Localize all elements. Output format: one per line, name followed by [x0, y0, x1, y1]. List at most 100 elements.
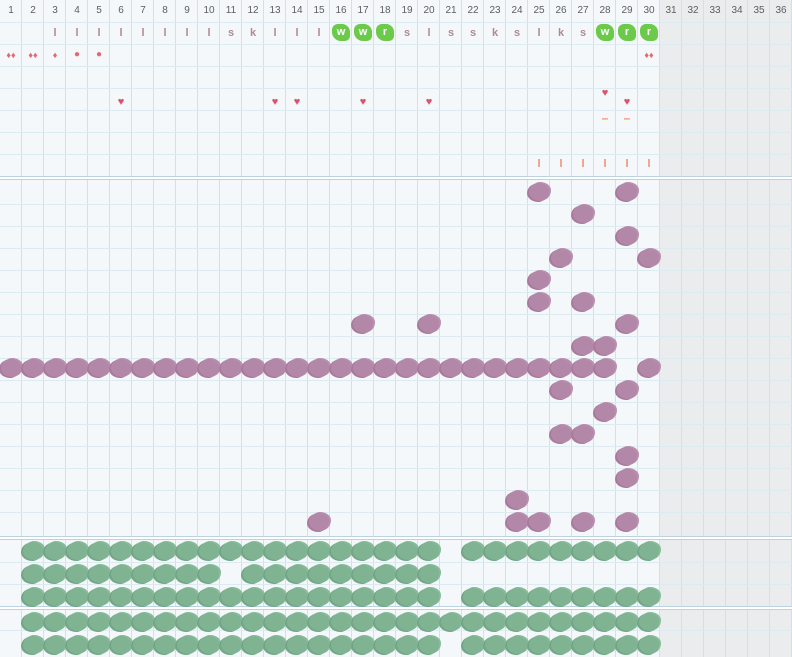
habit-blob[interactable] — [639, 588, 659, 606]
symptom-blob[interactable] — [573, 337, 593, 355]
symptom-blob[interactable] — [265, 359, 285, 377]
day-number[interactable]: 14 — [291, 5, 303, 16]
symptom-blob[interactable] — [111, 359, 131, 377]
habit-blob[interactable] — [199, 565, 219, 583]
habit-blob[interactable] — [595, 588, 615, 606]
symptom-blob[interactable] — [353, 315, 373, 333]
heart-icon[interactable]: ♥ — [293, 96, 301, 108]
habit-blob[interactable] — [67, 565, 87, 583]
habit-blob[interactable] — [177, 565, 197, 583]
symptom-blob[interactable] — [177, 359, 197, 377]
habit-blob[interactable] — [397, 542, 417, 560]
day-number[interactable]: 5 — [96, 5, 102, 16]
day-code[interactable]: s — [469, 27, 477, 39]
day-code[interactable]: s — [579, 27, 587, 39]
heart-icon[interactable]: ♥ — [271, 96, 279, 108]
habit-blob[interactable] — [67, 542, 87, 560]
habit-blob[interactable] — [309, 613, 329, 631]
symptom-blob[interactable] — [419, 359, 439, 377]
symptom-blob[interactable] — [441, 359, 461, 377]
habit-blob[interactable] — [485, 613, 505, 631]
symptom-blob[interactable] — [67, 359, 87, 377]
habit-blob[interactable] — [23, 565, 43, 583]
day-number[interactable]: 36 — [775, 5, 787, 16]
day-number[interactable]: 28 — [599, 5, 611, 16]
habit-blob[interactable] — [485, 542, 505, 560]
day-code[interactable]: k — [557, 27, 565, 39]
habit-blob[interactable] — [331, 588, 351, 606]
habit-blob[interactable] — [507, 542, 527, 560]
symptom-blob[interactable] — [573, 425, 593, 443]
habit-blob[interactable] — [573, 588, 593, 606]
day-code-badge[interactable]: w — [596, 24, 614, 41]
day-code-badge[interactable]: r — [618, 24, 636, 41]
habit-blob[interactable] — [617, 636, 637, 654]
day-number[interactable]: 25 — [533, 5, 545, 16]
habit-blob[interactable] — [551, 613, 571, 631]
symptom-blob[interactable] — [529, 359, 549, 377]
habit-blob[interactable] — [529, 588, 549, 606]
day-number[interactable]: 17 — [357, 5, 369, 16]
habit-blob[interactable] — [23, 613, 43, 631]
habit-blob[interactable] — [507, 613, 527, 631]
dash-mark[interactable]: – — [623, 111, 631, 125]
habit-blob[interactable] — [617, 588, 637, 606]
symptom-blob[interactable] — [573, 205, 593, 223]
symptom-blob[interactable] — [287, 359, 307, 377]
day-code-badge[interactable]: r — [376, 24, 394, 41]
day-code[interactable]: l — [53, 27, 57, 39]
symptom-blob[interactable] — [221, 359, 241, 377]
flow-drop-icon[interactable]: ● — [95, 49, 103, 60]
day-number[interactable]: 15 — [313, 5, 325, 16]
symptom-blob[interactable] — [573, 513, 593, 531]
habit-blob[interactable] — [287, 542, 307, 560]
day-code[interactable]: k — [249, 27, 257, 39]
symptom-blob[interactable] — [617, 227, 637, 245]
day-number[interactable]: 19 — [401, 5, 413, 16]
habit-blob[interactable] — [89, 588, 109, 606]
habit-blob[interactable] — [177, 542, 197, 560]
habit-blob[interactable] — [375, 565, 395, 583]
symptom-blob[interactable] — [595, 403, 615, 421]
symptom-blob[interactable] — [595, 337, 615, 355]
habit-blob[interactable] — [309, 565, 329, 583]
symptom-blob[interactable] — [353, 359, 373, 377]
symptom-blob[interactable] — [551, 249, 571, 267]
flow-drop-icon[interactable]: ♦♦ — [644, 50, 654, 60]
day-code[interactable]: l — [141, 27, 145, 39]
symptom-blob[interactable] — [529, 271, 549, 289]
heart-icon[interactable]: ♥ — [623, 96, 631, 108]
day-code-badge[interactable]: w — [354, 24, 372, 41]
flow-drop-icon[interactable]: ♦ — [52, 50, 58, 60]
habit-blob[interactable] — [573, 542, 593, 560]
day-number[interactable]: 16 — [335, 5, 347, 16]
habit-blob[interactable] — [331, 565, 351, 583]
day-code-badge[interactable]: w — [332, 24, 350, 41]
habit-blob[interactable] — [45, 588, 65, 606]
habit-blob[interactable] — [133, 588, 153, 606]
symptom-blob[interactable] — [133, 359, 153, 377]
habit-blob[interactable] — [551, 542, 571, 560]
habit-blob[interactable] — [177, 613, 197, 631]
day-number[interactable]: 8 — [162, 5, 168, 16]
day-number[interactable]: 21 — [445, 5, 457, 16]
heart-icon[interactable]: ♥ — [601, 87, 609, 99]
habit-blob[interactable] — [331, 613, 351, 631]
habit-blob[interactable] — [155, 636, 175, 654]
habit-blob[interactable] — [485, 588, 505, 606]
day-code[interactable]: s — [447, 27, 455, 39]
day-code[interactable]: s — [403, 27, 411, 39]
symptom-blob[interactable] — [375, 359, 395, 377]
habit-blob[interactable] — [133, 542, 153, 560]
heart-icon[interactable]: ♥ — [117, 96, 125, 108]
habit-blob[interactable] — [243, 565, 263, 583]
habit-blob[interactable] — [111, 588, 131, 606]
symptom-blob[interactable] — [551, 359, 571, 377]
habit-blob[interactable] — [331, 542, 351, 560]
habit-blob[interactable] — [463, 636, 483, 654]
symptom-blob[interactable] — [397, 359, 417, 377]
day-number[interactable]: 31 — [665, 5, 677, 16]
day-number[interactable]: 33 — [709, 5, 721, 16]
habit-blob[interactable] — [507, 636, 527, 654]
day-code[interactable]: l — [273, 27, 277, 39]
